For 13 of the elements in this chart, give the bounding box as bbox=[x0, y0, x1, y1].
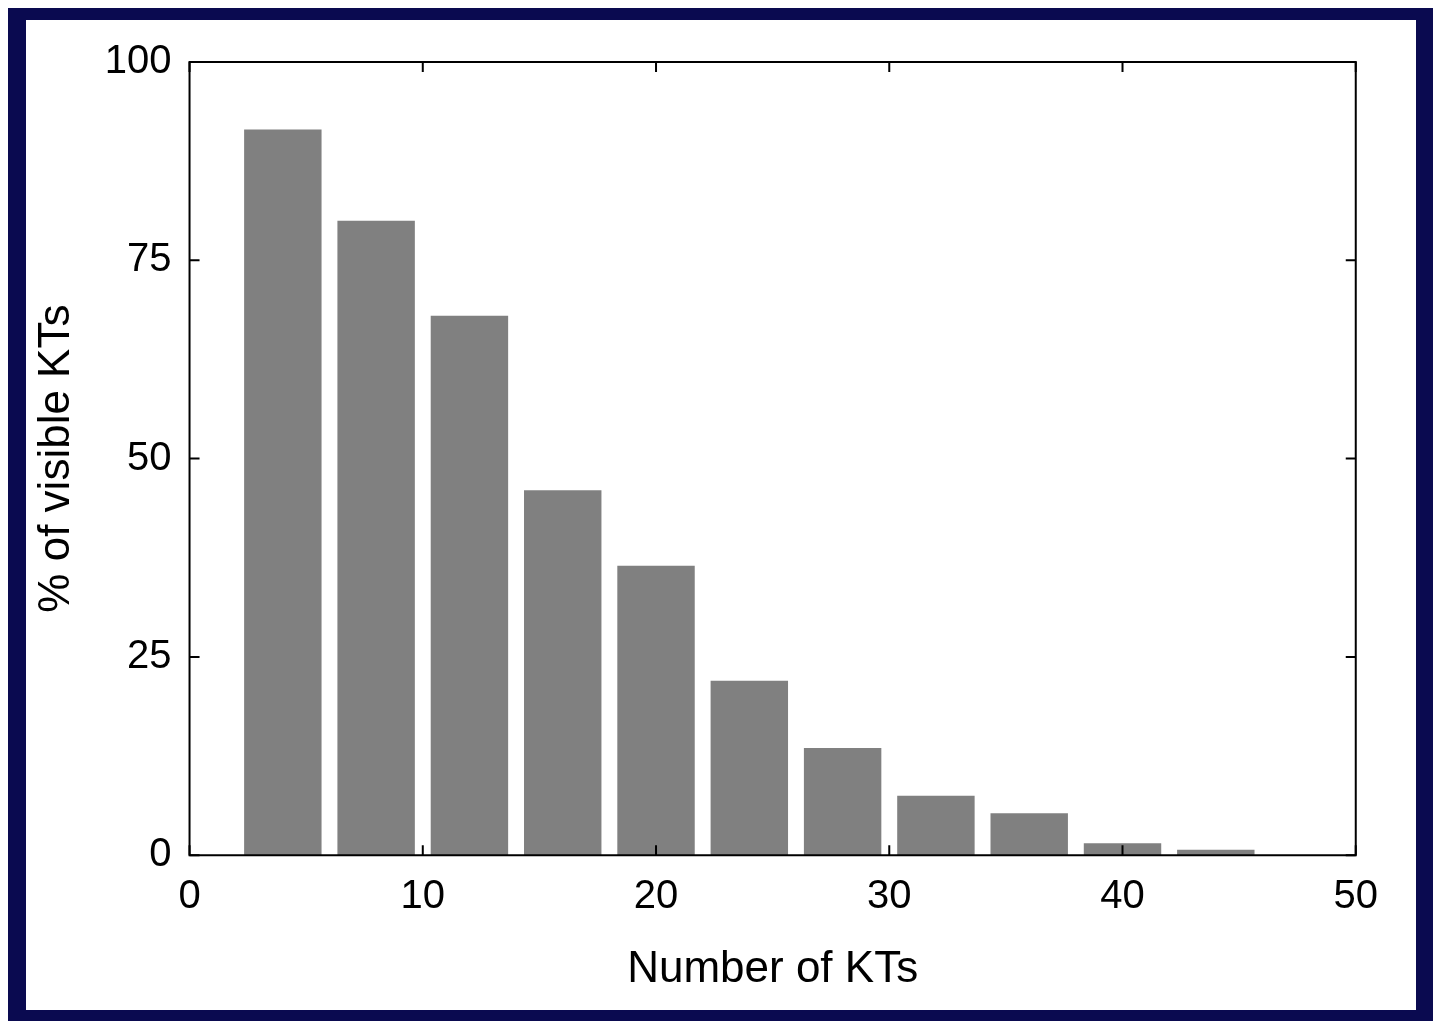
x-tick-label: 30 bbox=[867, 872, 912, 917]
y-tick-label: 25 bbox=[127, 631, 172, 676]
x-tick-label: 10 bbox=[400, 872, 446, 917]
y-axis-title: % of visible KTs bbox=[28, 304, 78, 613]
x-tick-label: 0 bbox=[178, 872, 201, 917]
x-tick-label: 50 bbox=[1333, 872, 1378, 917]
x-tick-label: 20 bbox=[633, 872, 679, 917]
y-tick-label: 50 bbox=[127, 433, 172, 478]
x-tick-label: 40 bbox=[1100, 872, 1145, 917]
y-tick-label: 75 bbox=[127, 235, 172, 280]
y-tick-label: 100 bbox=[104, 37, 172, 82]
y-tick-label: 0 bbox=[149, 830, 172, 875]
x-axis-title: Number of KTs bbox=[627, 941, 919, 991]
